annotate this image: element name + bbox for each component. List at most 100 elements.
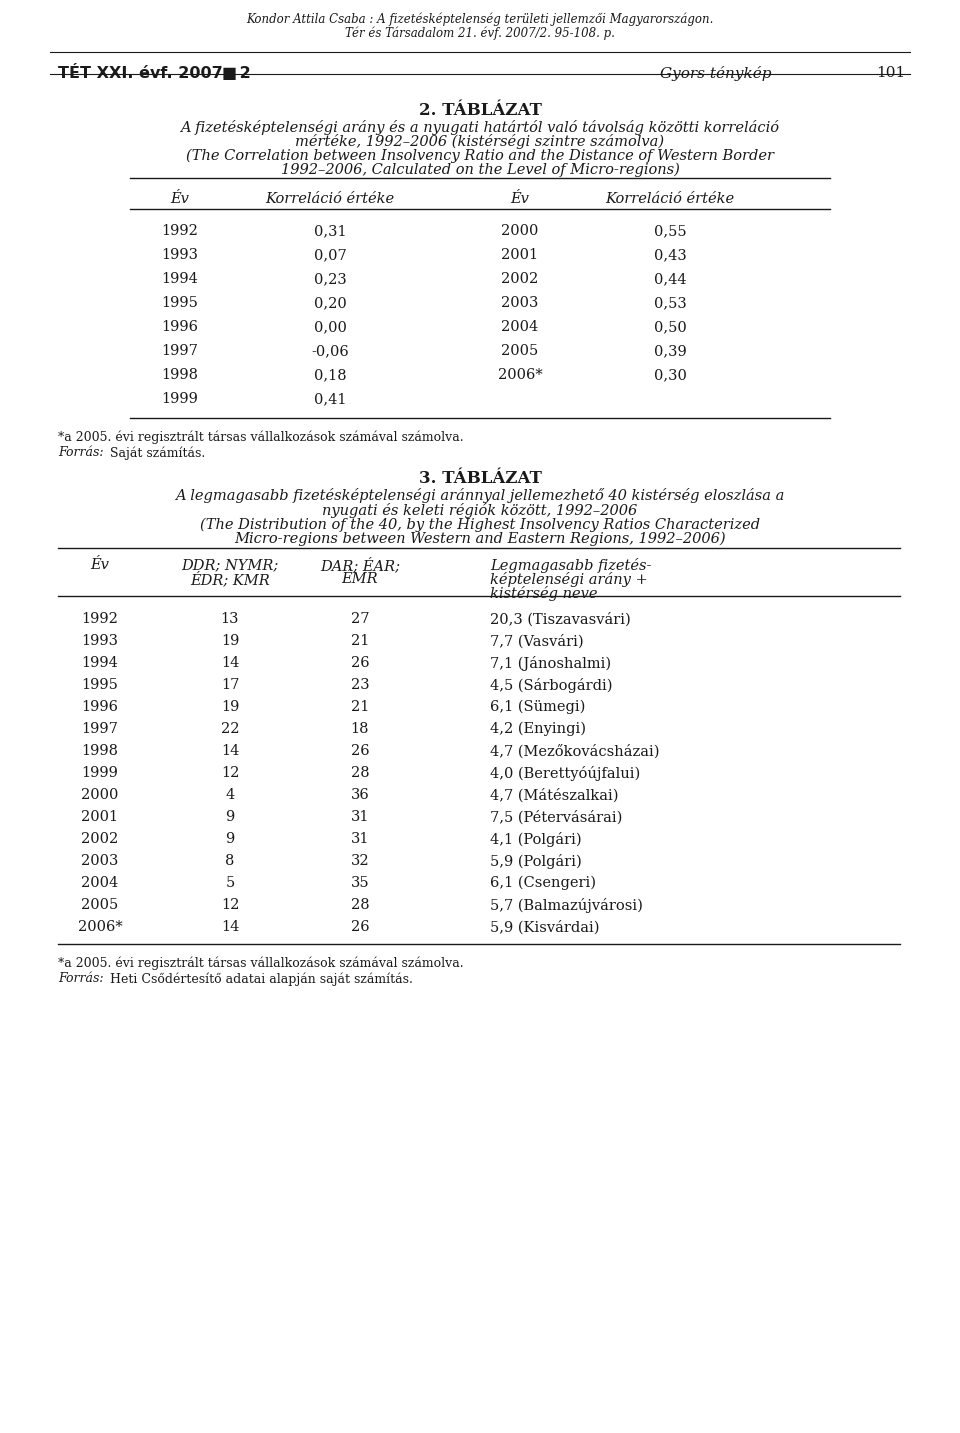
Text: DDR; NYMR;: DDR; NYMR; (181, 557, 278, 572)
Text: 26: 26 (350, 744, 370, 758)
Text: 5: 5 (226, 876, 234, 890)
Text: 5,9 (Kisvárdai): 5,9 (Kisvárdai) (490, 920, 599, 934)
Text: 1992: 1992 (161, 224, 199, 238)
Text: 1998: 1998 (82, 744, 118, 758)
Text: 2003: 2003 (501, 297, 539, 310)
Text: 1994: 1994 (161, 272, 199, 287)
Text: 0,39: 0,39 (654, 344, 686, 358)
Text: 1995: 1995 (161, 297, 199, 310)
Text: 4: 4 (226, 788, 234, 802)
Text: *a 2005. évi regisztrált társas vállalkozások számával számolva.: *a 2005. évi regisztrált társas vállalko… (58, 430, 464, 443)
Text: 17: 17 (221, 678, 239, 692)
Text: ÉMR: ÉMR (342, 572, 378, 586)
Text: 32: 32 (350, 854, 370, 868)
Text: 0,41: 0,41 (314, 393, 347, 406)
Text: DAR; ÉAR;: DAR; ÉAR; (320, 557, 400, 573)
Text: 5,7 (Balmazújvárosi): 5,7 (Balmazújvárosi) (490, 898, 643, 913)
Text: A fizetésképtelenségi arány és a nyugati határtól való távolság közötti korrelác: A fizetésképtelenségi arány és a nyugati… (180, 120, 780, 135)
Text: Forrás:: Forrás: (58, 446, 104, 459)
Text: 0,55: 0,55 (654, 224, 686, 238)
Text: 1996: 1996 (161, 320, 199, 334)
Text: Heti Csődértesítő adatai alapján saját számítás.: Heti Csődértesítő adatai alapján saját s… (106, 972, 413, 986)
Text: 5,9 (Polgári): 5,9 (Polgári) (490, 854, 582, 868)
Text: 1996: 1996 (82, 699, 118, 714)
Text: 2: 2 (234, 66, 251, 82)
Text: 14: 14 (221, 920, 239, 934)
Text: 7,1 (Jánoshalmi): 7,1 (Jánoshalmi) (490, 656, 612, 671)
Text: 31: 31 (350, 833, 370, 845)
Text: Saját számítás.: Saját számítás. (106, 446, 205, 460)
Text: 0,31: 0,31 (314, 224, 347, 238)
Text: 1992: 1992 (82, 612, 118, 626)
Text: 1993: 1993 (161, 248, 199, 262)
Text: 1997: 1997 (82, 722, 118, 737)
Text: 1999: 1999 (82, 767, 118, 780)
Text: Korreláció értéke: Korreláció értéke (606, 192, 734, 206)
Text: 0,43: 0,43 (654, 248, 686, 262)
Text: 1999: 1999 (161, 393, 199, 406)
Text: mértéke, 1992–2006 (kistérségi szintre számolva): mértéke, 1992–2006 (kistérségi szintre s… (296, 135, 664, 149)
Text: 0,18: 0,18 (314, 368, 347, 383)
Text: Micro-regions between Western and Eastern Regions, 1992–2006): Micro-regions between Western and Easter… (234, 532, 726, 546)
Text: 1992–2006, Calculated on the Level of Micro-regions): 1992–2006, Calculated on the Level of Mi… (280, 163, 680, 178)
Text: 2005: 2005 (501, 344, 539, 358)
Text: 0,07: 0,07 (314, 248, 347, 262)
Text: 28: 28 (350, 767, 370, 780)
Text: 19: 19 (221, 633, 239, 648)
Text: 1997: 1997 (161, 344, 199, 358)
Text: 0,44: 0,44 (654, 272, 686, 287)
Text: Év: Év (171, 192, 189, 206)
Text: Gyors ténykép: Gyors ténykép (660, 66, 772, 82)
Text: 2002: 2002 (501, 272, 539, 287)
Text: A legmagasabb fizetésképtelenségi aránnyal jellemezhető 40 kistérség eloszlása a: A legmagasabb fizetésképtelenségi aránny… (176, 489, 784, 503)
Text: Kondor Attila Csaba : A fizetésképtelenség területi jellemzői Magyarországon.: Kondor Attila Csaba : A fizetésképtelens… (247, 11, 713, 26)
Text: 0,53: 0,53 (654, 297, 686, 310)
Text: képtelenségi arány +: képtelenségi arány + (490, 572, 648, 588)
Text: 1998: 1998 (161, 368, 199, 383)
Text: 4,2 (Enyingi): 4,2 (Enyingi) (490, 722, 586, 737)
Text: 28: 28 (350, 898, 370, 911)
Text: Legmagasabb fizetés-: Legmagasabb fizetés- (490, 557, 652, 573)
Text: 35: 35 (350, 876, 370, 890)
Text: 26: 26 (350, 920, 370, 934)
Text: 12: 12 (221, 767, 239, 780)
Text: 6,1 (Csengeri): 6,1 (Csengeri) (490, 876, 596, 890)
Text: 0,20: 0,20 (314, 297, 347, 310)
Text: 21: 21 (350, 699, 370, 714)
Text: 6,1 (Sümegi): 6,1 (Sümegi) (490, 699, 586, 715)
Text: 0,30: 0,30 (654, 368, 686, 383)
Text: 21: 21 (350, 633, 370, 648)
Text: 1994: 1994 (82, 656, 118, 671)
Text: 22: 22 (221, 722, 239, 737)
Text: TÉT XXI. évf. 2007: TÉT XXI. évf. 2007 (58, 66, 223, 82)
Text: ÉDR; KMR: ÉDR; KMR (190, 572, 270, 588)
Text: 36: 36 (350, 788, 370, 802)
Text: 4,7 (Mezőkovácsházai): 4,7 (Mezőkovácsházai) (490, 744, 660, 758)
Text: 2001: 2001 (82, 810, 119, 824)
Text: Év: Év (90, 557, 109, 572)
Text: 4,5 (Sárbogárdi): 4,5 (Sárbogárdi) (490, 678, 612, 694)
Text: 2003: 2003 (82, 854, 119, 868)
Text: 9: 9 (226, 810, 234, 824)
Text: 14: 14 (221, 656, 239, 671)
Text: 4,1 (Polgári): 4,1 (Polgári) (490, 833, 582, 847)
Text: 0,23: 0,23 (314, 272, 347, 287)
Text: Év: Év (511, 192, 529, 206)
Text: 7,5 (Pétervásárai): 7,5 (Pétervásárai) (490, 810, 622, 824)
Text: -0,06: -0,06 (311, 344, 348, 358)
Text: (The Distribution of the 40, by the Highest Insolvency Ratios Characterized: (The Distribution of the 40, by the High… (200, 517, 760, 533)
Text: 20,3 (Tiszavasvári): 20,3 (Tiszavasvári) (490, 612, 631, 626)
Text: 27: 27 (350, 612, 370, 626)
Text: Forrás:: Forrás: (58, 972, 104, 984)
Text: 3. TÁBLÁZAT: 3. TÁBLÁZAT (419, 470, 541, 487)
Text: *a 2005. évi regisztrált társas vállalkozások számával számolva.: *a 2005. évi regisztrált társas vállalko… (58, 956, 464, 970)
Text: 18: 18 (350, 722, 370, 737)
Text: 2005: 2005 (82, 898, 119, 911)
Text: 4,7 (Mátészalkai): 4,7 (Mátészalkai) (490, 788, 618, 802)
Text: 1993: 1993 (82, 633, 118, 648)
Text: 26: 26 (350, 656, 370, 671)
Text: 2004: 2004 (82, 876, 119, 890)
Text: 8: 8 (226, 854, 234, 868)
Text: (The Correlation between Insolvency Ratio and the Distance of Western Border: (The Correlation between Insolvency Rati… (186, 149, 774, 163)
Text: 2006*: 2006* (497, 368, 542, 383)
